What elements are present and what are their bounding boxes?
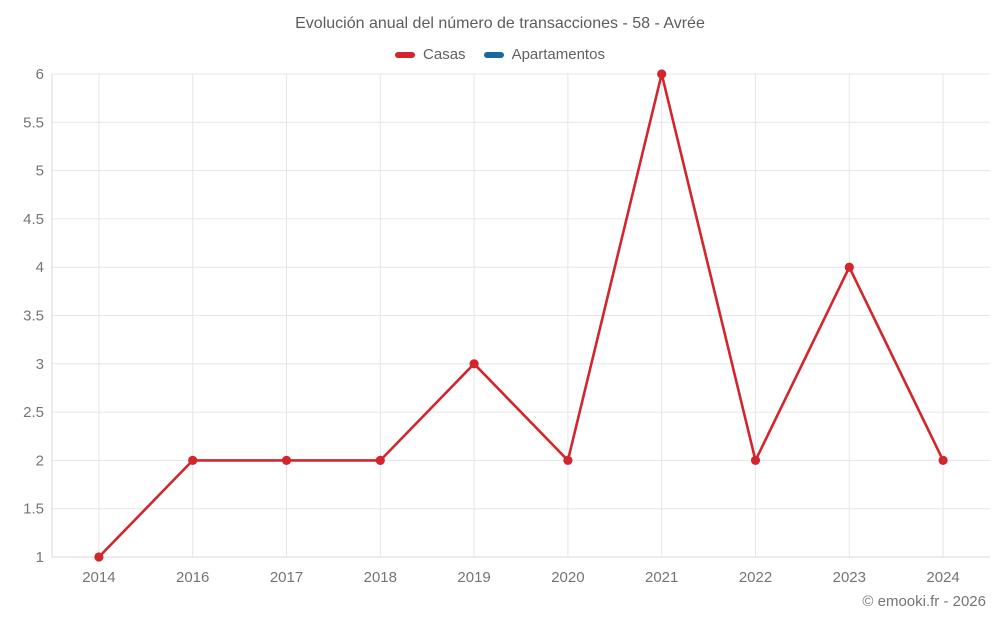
casas-series-swatch xyxy=(395,51,416,58)
y-tick-label: 1 xyxy=(36,549,44,566)
y-tick-label: 6 xyxy=(36,66,44,83)
legend-item-apartamentos[interactable]: Apartamentos xyxy=(483,46,605,63)
data-point-casas[interactable] xyxy=(94,552,104,562)
data-point-casas[interactable] xyxy=(844,262,854,272)
x-tick-label: 2018 xyxy=(364,569,397,586)
x-tick-label: 2023 xyxy=(833,569,866,586)
y-tick-label: 1.5 xyxy=(23,501,44,518)
x-tick-label: 2020 xyxy=(551,569,584,586)
legend-item-casas[interactable]: Casas xyxy=(395,46,466,63)
x-tick-label: 2017 xyxy=(270,569,303,586)
y-tick-label: 4 xyxy=(36,259,44,276)
casas-series-label: Casas xyxy=(423,46,466,63)
data-point-casas[interactable] xyxy=(281,455,292,465)
y-tick-label: 3 xyxy=(36,356,44,373)
copyright: © emooki.fr - 2026 xyxy=(862,593,986,610)
apartamentos-series-label: Apartamentos xyxy=(511,46,605,63)
data-point-casas[interactable] xyxy=(563,455,573,465)
data-point-casas[interactable] xyxy=(750,455,761,465)
x-tick-label: 2024 xyxy=(926,569,959,586)
chart-title: Evolución anual del número de transaccio… xyxy=(295,15,705,32)
data-point-casas[interactable] xyxy=(657,69,667,79)
y-tick-label: 2 xyxy=(36,452,44,469)
data-point-casas[interactable] xyxy=(375,455,385,465)
x-tick-label: 2019 xyxy=(457,569,490,586)
y-tick-label: 5 xyxy=(36,163,44,180)
series-line-casas xyxy=(97,72,945,559)
y-tick-label: 3.5 xyxy=(23,308,44,325)
x-tick-label: 2022 xyxy=(739,569,772,586)
data-point-casas[interactable] xyxy=(469,359,479,369)
apartamentos-series-swatch xyxy=(483,51,504,58)
y-tick-label: 4.5 xyxy=(23,211,44,228)
legend: Casas Apartamentos xyxy=(0,46,1000,63)
y-tick-label: 2.5 xyxy=(23,404,44,421)
x-tick-label: 2021 xyxy=(645,569,678,586)
y-tick-label: 5.5 xyxy=(23,114,44,131)
x-tick-label: 2014 xyxy=(82,569,115,586)
x-tick-label: 2016 xyxy=(176,569,209,586)
data-point-casas[interactable] xyxy=(188,455,198,465)
data-point-casas[interactable] xyxy=(938,455,948,465)
